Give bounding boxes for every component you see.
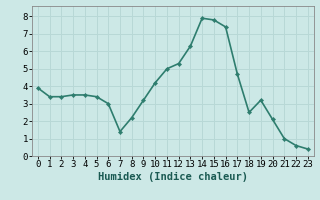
X-axis label: Humidex (Indice chaleur): Humidex (Indice chaleur) — [98, 172, 248, 182]
